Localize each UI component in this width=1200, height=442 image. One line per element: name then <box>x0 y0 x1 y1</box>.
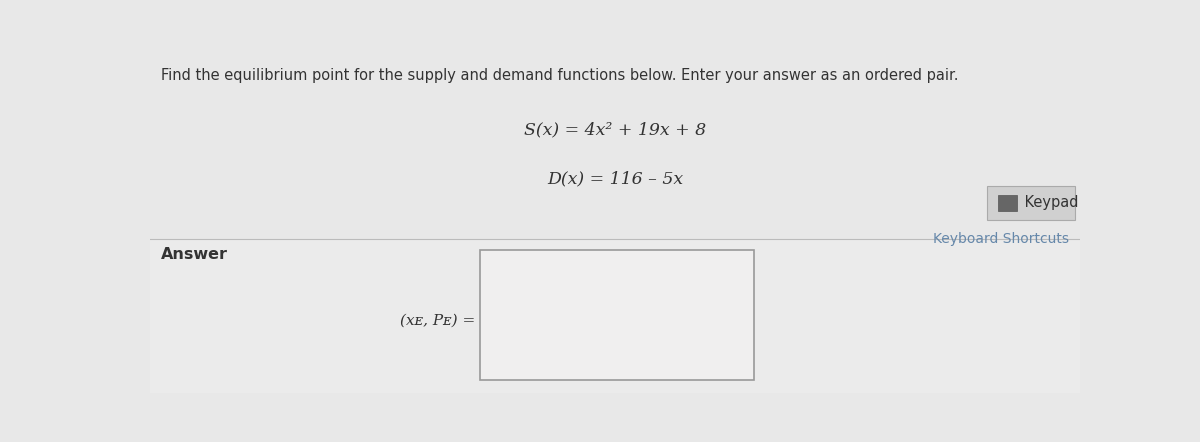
Text: (xᴇ, Pᴇ) =: (xᴇ, Pᴇ) = <box>401 313 475 327</box>
FancyBboxPatch shape <box>986 186 1075 220</box>
Text: S(x) = 4x² + 19x + 8: S(x) = 4x² + 19x + 8 <box>524 121 706 138</box>
Bar <box>480 251 755 380</box>
Text: Keypad: Keypad <box>1020 195 1079 210</box>
Text: Find the equilibrium point for the supply and demand functions below. Enter your: Find the equilibrium point for the suppl… <box>161 69 959 84</box>
Text: Keyboard Shortcuts: Keyboard Shortcuts <box>932 232 1069 246</box>
Bar <box>150 53 1080 239</box>
Bar <box>150 239 1080 393</box>
Text: Answer: Answer <box>161 247 228 262</box>
FancyBboxPatch shape <box>998 195 1016 211</box>
Text: D(x) = 116 – 5x: D(x) = 116 – 5x <box>547 171 683 187</box>
